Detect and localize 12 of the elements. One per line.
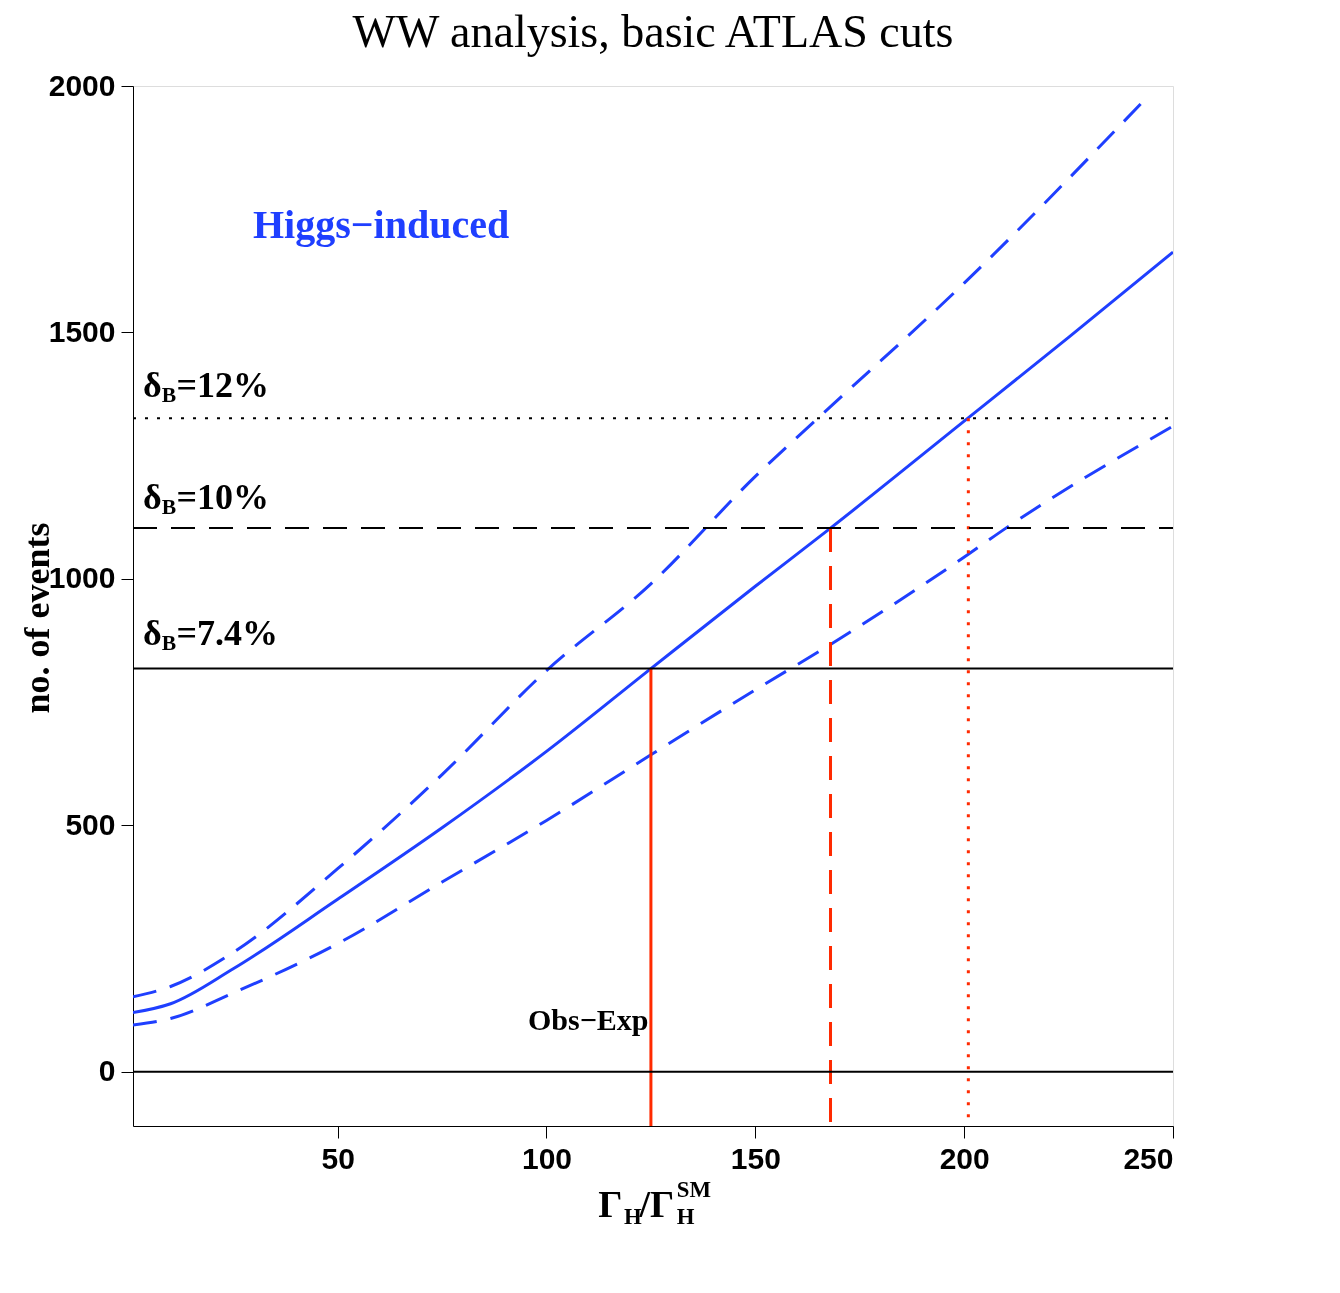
chart-title: WW analysis, basic ATLAS cuts [352,6,954,57]
y-tick-label: 0 [98,1054,116,1088]
y-tick-label: 1500 [48,314,116,348]
annotation: Higgs−induced [253,202,510,247]
y-tick-label: 2000 [48,68,116,102]
x-tick-label: 150 [730,1141,781,1175]
y-tick-label: 500 [65,807,116,841]
annotation: Obs−Exp [528,1003,649,1036]
x-tick-label: 200 [939,1141,990,1175]
x-tick-label: 100 [521,1141,573,1175]
x-tick-label: 250 [1123,1141,1174,1175]
x-tick-label: 50 [321,1141,355,1175]
